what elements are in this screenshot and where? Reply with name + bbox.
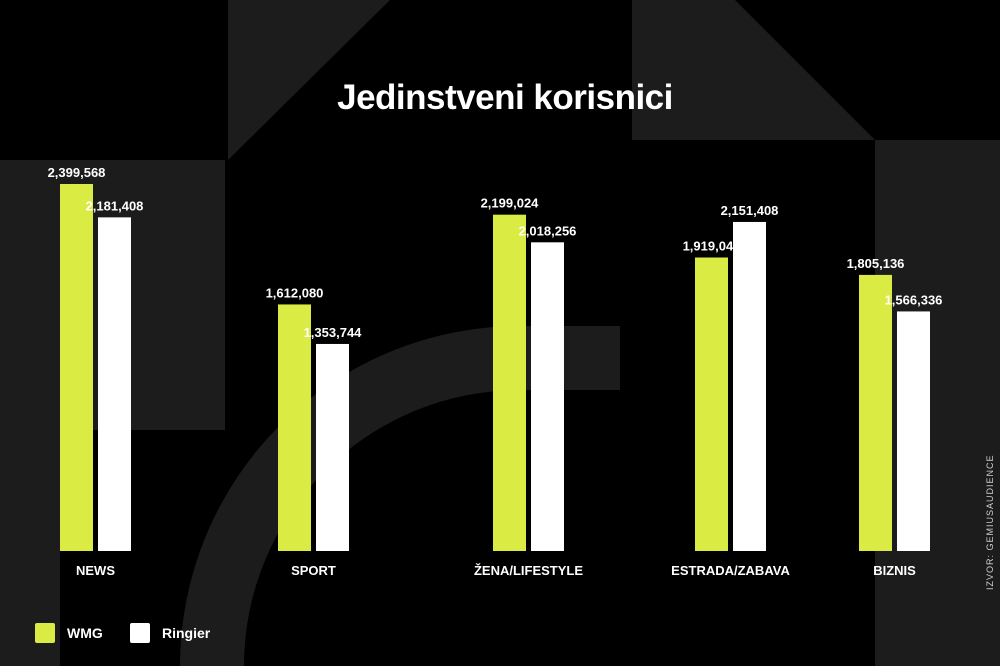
chart-title: Jedinstveni korisnici <box>337 78 673 117</box>
legend-item-wmg: WMG <box>35 622 103 644</box>
value-label-ringier-5: 1,566,336 <box>885 292 943 307</box>
bar-wmg-3 <box>493 214 526 551</box>
category-label-2: SPORT <box>291 563 336 578</box>
value-label-wmg-5: 1,805,136 <box>847 256 905 271</box>
category-label-3: ŽENA/LIFESTYLE <box>474 563 583 578</box>
bar-ringier-5 <box>897 311 930 551</box>
value-label-wmg-3: 2,199,024 <box>481 196 540 211</box>
bar-ringier-3 <box>531 242 564 551</box>
category-label-1: NEWS <box>76 563 115 578</box>
value-label-wmg-1: 2,399,568 <box>48 165 106 180</box>
source-note: IZVOR: GEMIUSAUDIENCE <box>985 454 995 590</box>
value-label-wmg-2: 1,612,080 <box>266 285 324 300</box>
legend-label-ringier: Ringier <box>162 625 211 641</box>
value-label-wmg-4: 1,919,040 <box>683 238 741 253</box>
bar-wmg-1 <box>60 184 93 551</box>
bg-shape-top-triangle <box>228 0 390 160</box>
category-label-5: BIZNIS <box>873 563 916 578</box>
bar-ringier-1 <box>98 217 131 551</box>
bar-ringier-4 <box>733 221 766 551</box>
category-label-4: ESTRADA/ZABAVA <box>671 563 790 578</box>
value-label-ringier-3: 2,018,256 <box>519 223 577 238</box>
bg-shape-arc <box>180 326 620 666</box>
bg-shape-top-right-wedge <box>632 0 875 140</box>
legend-swatch-wmg <box>35 623 55 643</box>
bar-wmg-4 <box>695 257 728 551</box>
value-label-ringier-1: 2,181,408 <box>86 198 144 213</box>
bar-wmg-2 <box>278 304 311 551</box>
bg-shape-right-column <box>875 140 1000 666</box>
value-label-ringier-4: 2,151,408 <box>721 203 779 218</box>
bar-wmg-5 <box>859 274 892 551</box>
legend-swatch-ringier <box>130 623 150 643</box>
bar-ringier-2 <box>316 343 349 551</box>
legend-item-ringier: Ringier <box>130 622 210 644</box>
value-label-ringier-2: 1,353,744 <box>304 325 363 340</box>
legend-label-wmg: WMG <box>67 625 103 641</box>
